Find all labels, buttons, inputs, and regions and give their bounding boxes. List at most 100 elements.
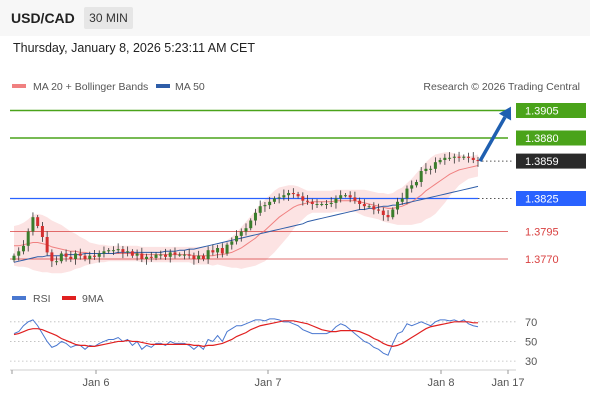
candle (410, 180, 414, 193)
candle (249, 218, 253, 231)
candle (97, 250, 101, 263)
x-tick-label: Jan 8 (428, 377, 455, 389)
candle (277, 193, 281, 204)
rsi-tick-70: 70 (525, 317, 537, 329)
candle (173, 247, 177, 259)
candle (149, 251, 153, 262)
rsi-panel: 70 50 30 (10, 317, 537, 368)
candle (396, 197, 400, 215)
level-tag-1.3905: 1.3905 (525, 106, 559, 118)
candle (348, 191, 352, 203)
rsi-line (13, 318, 479, 356)
datetime-label: Thursday, January 8, 2026 5:23:11 AM CET (13, 41, 256, 55)
x-tick-label: Jan 17 (491, 377, 524, 389)
candle (26, 228, 30, 252)
candle (471, 152, 475, 164)
candle (244, 223, 248, 236)
level-tag-1.3825: 1.3825 (525, 194, 559, 206)
timeframe-badge[interactable]: 30 MIN (84, 7, 133, 29)
candle (45, 231, 49, 256)
candle (17, 247, 21, 261)
candle (121, 246, 125, 259)
level-tag-1.3795: 1.3795 (525, 227, 559, 239)
candle (467, 152, 471, 163)
candle (424, 163, 428, 175)
candle (206, 246, 210, 264)
candle (291, 188, 295, 199)
candle (377, 203, 381, 214)
candle (433, 157, 437, 173)
candle (358, 197, 362, 210)
header-bar: USD/CAD 30 MIN (0, 0, 590, 36)
ma50-line (13, 185, 479, 263)
arrow-head (498, 106, 512, 121)
candle (36, 215, 40, 229)
bollinger-band-area (14, 152, 478, 274)
candle (145, 253, 149, 265)
symbol-title: USD/CAD (11, 10, 75, 26)
candle (353, 191, 357, 204)
candle (253, 208, 257, 226)
candle (429, 165, 433, 175)
x-axis: Jan 6 Jan 7 Jan 8 Jan 17 (11, 370, 525, 389)
level-tag-1.3770: 1.3770 (525, 254, 559, 266)
candle (301, 192, 305, 206)
candle (414, 179, 418, 188)
candle (59, 251, 63, 264)
candle (438, 157, 442, 165)
candle (107, 248, 111, 254)
candle (296, 191, 300, 199)
candle (164, 248, 168, 260)
candle (452, 153, 456, 164)
candle (69, 251, 73, 263)
candle (31, 212, 35, 236)
candle (400, 192, 404, 205)
candle (74, 250, 78, 265)
candle (64, 249, 68, 262)
candle (268, 196, 272, 210)
candle (405, 185, 409, 205)
level-tag-bg-1.3859 (516, 153, 586, 169)
forecast-arrow (478, 106, 512, 162)
candle (55, 256, 59, 266)
candle (211, 244, 215, 256)
ma50-legend-label: MA 50 (175, 81, 205, 93)
rsi-legend-label: RSI (33, 293, 51, 305)
candle (320, 201, 324, 207)
candle (225, 242, 229, 256)
candle (386, 210, 390, 222)
candle (130, 249, 134, 258)
candle (324, 200, 328, 209)
candle (201, 253, 205, 262)
bollinger-legend-label: MA 20 + Bollinger Bands (33, 81, 148, 93)
candle (178, 252, 182, 257)
candle (339, 190, 343, 203)
level-tags: 1.3905 1.3880 1.3859 1.3825 1.3795 1.3770 (516, 103, 586, 266)
candle (50, 249, 54, 267)
candle (40, 222, 44, 242)
candle (197, 250, 201, 263)
candle (126, 246, 130, 257)
x-tick-label: Jan 6 (83, 377, 110, 389)
price-levels (10, 109, 513, 260)
candle (235, 230, 239, 245)
candle (367, 204, 371, 209)
rsi-tick-30: 30 (525, 356, 537, 368)
candle (381, 207, 385, 221)
candle (448, 152, 452, 161)
candle (258, 200, 262, 216)
candle (391, 207, 395, 220)
candle (220, 243, 224, 258)
candle (88, 251, 92, 264)
candle (372, 202, 376, 215)
candle (343, 193, 347, 198)
candles (12, 151, 480, 267)
bollinger-legend-swatch (12, 84, 26, 88)
candle (282, 189, 286, 201)
candle (334, 195, 338, 209)
candle (182, 250, 186, 260)
level-tag-bg-1.3880 (516, 130, 586, 146)
level-tag-bg-1.3905 (516, 103, 586, 118)
candle (216, 244, 220, 259)
